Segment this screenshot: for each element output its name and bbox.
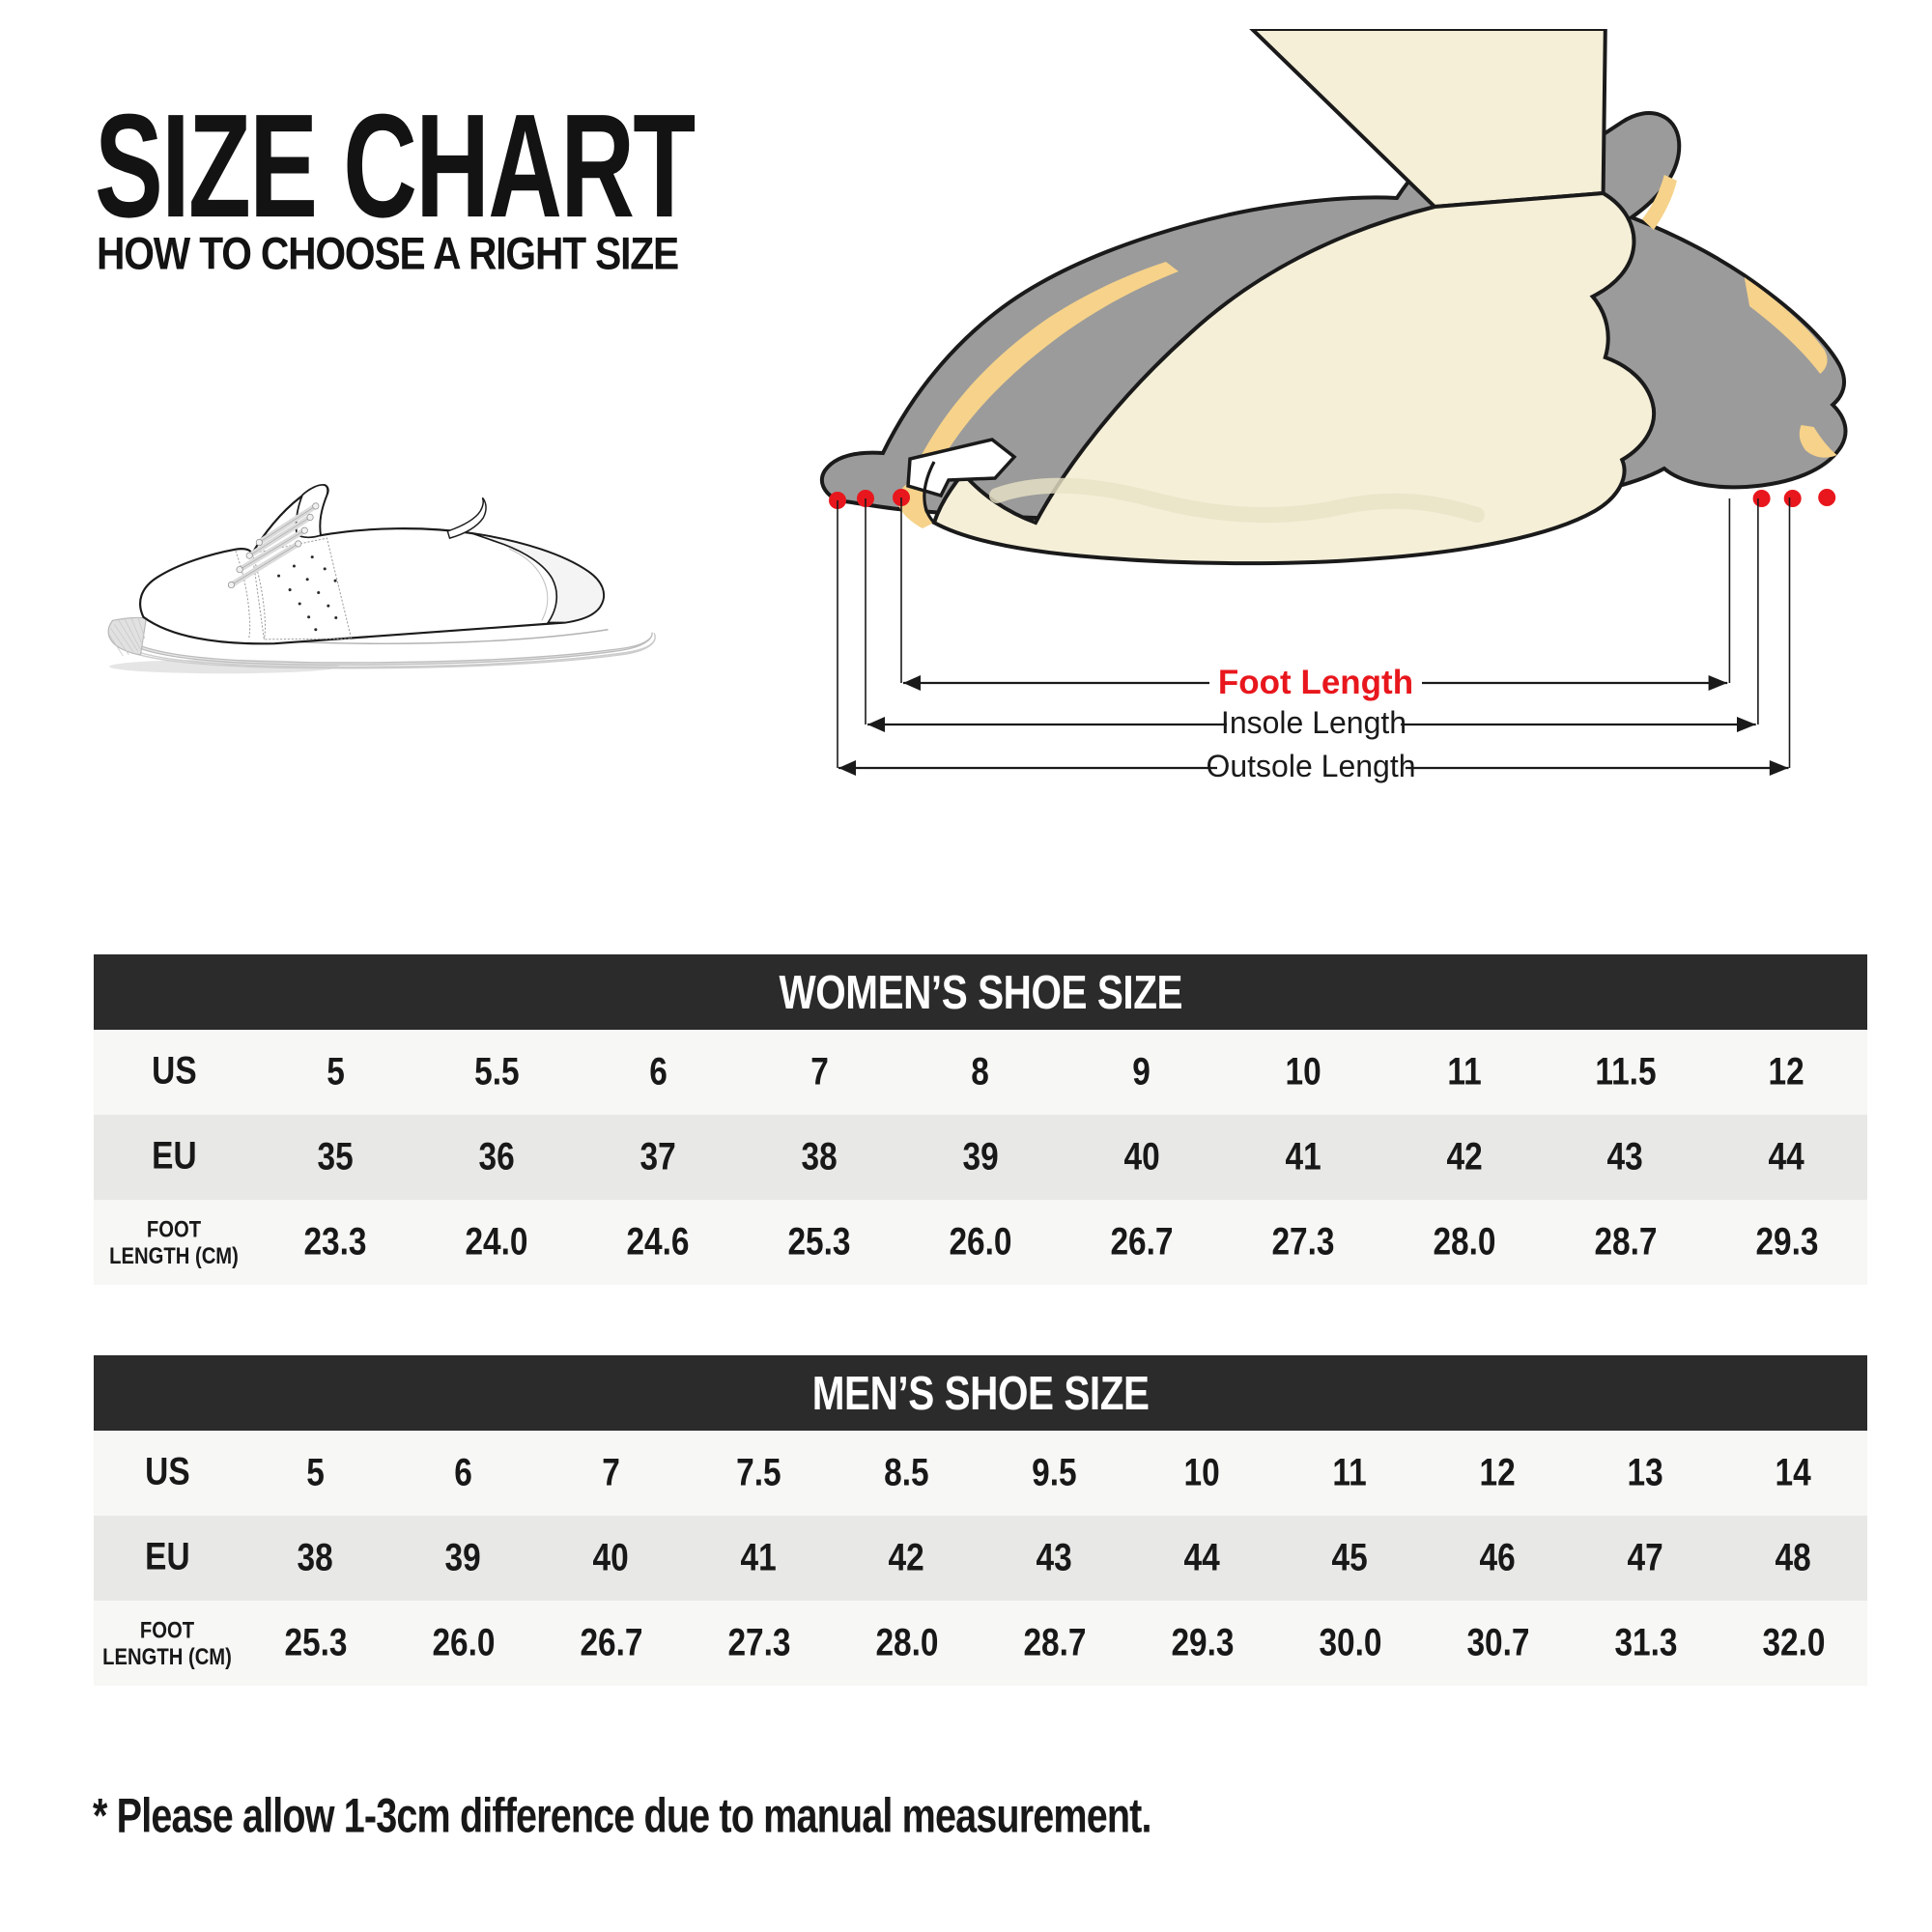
svg-text:Insole Length: Insole Length: [1221, 705, 1406, 740]
svg-text:Outsole Length: Outsole Length: [1206, 749, 1415, 783]
svg-text:Foot Length: Foot Length: [1218, 664, 1413, 701]
